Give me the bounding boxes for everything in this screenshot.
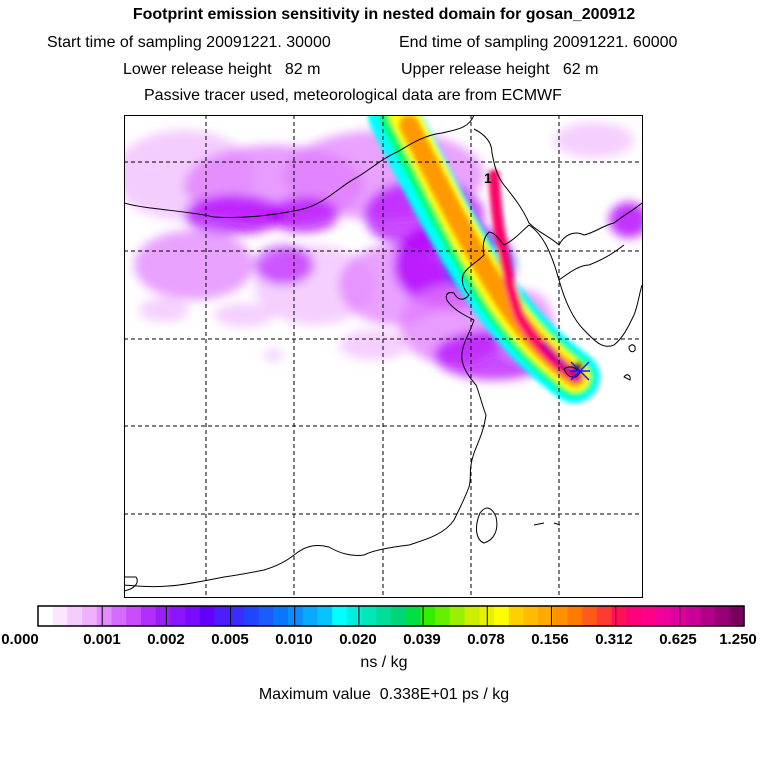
colorbar-segment xyxy=(538,606,554,626)
colorbar-segment xyxy=(346,606,363,626)
emission-plume xyxy=(368,115,600,403)
colorbar-segment xyxy=(96,606,113,626)
colorbar-tick-label: 0.078 xyxy=(467,631,505,648)
colorbar-segment xyxy=(361,606,377,626)
colorbar-segment xyxy=(273,606,289,626)
coastlines xyxy=(124,115,642,592)
colorbar-segment xyxy=(332,606,348,626)
colorbar-segment xyxy=(626,606,642,626)
colorbar-segment xyxy=(670,606,686,626)
colorbar-segment xyxy=(567,606,583,626)
colorbar-segment xyxy=(126,606,142,626)
colorbar-segment xyxy=(140,606,157,626)
colorbar-segment xyxy=(111,606,127,626)
colorbar-segment xyxy=(523,606,539,626)
colorbar-segment xyxy=(420,606,436,626)
colorbar-segment xyxy=(214,606,230,626)
colorbar-segment xyxy=(699,606,716,626)
colorbar-tick-label: 0.002 xyxy=(147,631,185,648)
colorbar-segment xyxy=(685,606,701,626)
map-border xyxy=(124,115,643,598)
colorbar: 0.000 0.001 0.002 0.005 0.010 0.020 0.03… xyxy=(1,605,757,648)
end-time-label: End time of sampling 20091221. 60000 xyxy=(399,34,678,51)
colorbar-segment xyxy=(449,606,466,626)
colorbar-tick-label: 0.001 xyxy=(83,631,121,648)
colorbar-segment xyxy=(317,606,333,626)
colorbar-tick-label: 0.156 xyxy=(531,631,569,648)
colorbar-segments xyxy=(38,606,745,626)
colorbar-segment xyxy=(155,606,171,626)
colorbar-segment xyxy=(611,606,627,626)
colorbar-segment xyxy=(376,606,392,626)
colorbar-segment xyxy=(38,606,54,626)
colorbar-segment xyxy=(391,606,407,626)
colorbar-tick-labels: 0.000 0.001 0.002 0.005 0.010 0.020 0.03… xyxy=(1,631,757,648)
colorbar-segment xyxy=(552,606,569,626)
colorbar-tick-label: 0.000 xyxy=(1,631,39,648)
receptor-marker xyxy=(570,361,590,381)
colorbar-segment xyxy=(464,606,480,626)
colorbar-tick-label: 0.312 xyxy=(595,631,633,648)
colorbar-segment xyxy=(582,606,598,626)
colorbar-border xyxy=(37,605,745,627)
colorbar-tick-label: 1.250 xyxy=(719,631,757,648)
colorbar-segment xyxy=(258,606,274,626)
colorbar-tick-label: 0.020 xyxy=(339,631,377,648)
map-gridlines xyxy=(124,115,642,597)
colorbar-units-label: ns / kg xyxy=(360,654,408,671)
colorbar-tick-label: 0.010 xyxy=(275,631,313,648)
plume-age-marker-label: 1 xyxy=(484,170,492,186)
colorbar-dividers xyxy=(101,606,681,626)
colorbar-segment xyxy=(405,606,422,626)
colorbar-segment xyxy=(243,606,260,626)
plot-title: Footprint emission sensitivity in nested… xyxy=(132,6,636,23)
colorbar-tick-label: 0.625 xyxy=(659,631,697,648)
colorbar-segment xyxy=(82,606,98,626)
colorbar-segment xyxy=(641,606,657,626)
upper-release-height-label: Upper release height 62 m xyxy=(401,61,599,78)
maximum-value-label: Maximum value 0.338E+01 ps / kg xyxy=(258,686,510,703)
colorbar-segment xyxy=(199,606,216,626)
colorbar-segment xyxy=(493,606,510,626)
lower-release-height-label: Lower release height 82 m xyxy=(123,61,321,78)
colorbar-segment xyxy=(170,606,186,626)
colorbar-segment xyxy=(288,606,304,626)
colorbar-segment xyxy=(655,606,672,626)
colorbar-segment xyxy=(714,606,730,626)
colorbar-segment xyxy=(435,606,451,626)
start-time-label: Start time of sampling 20091221. 30000 xyxy=(47,34,331,51)
colorbar-segment xyxy=(67,606,83,626)
colorbar-segment xyxy=(508,606,524,626)
colorbar-segment xyxy=(729,606,745,626)
colorbar-segment xyxy=(52,606,69,626)
colorbar-segment xyxy=(185,606,201,626)
colorbar-tick-label: 0.039 xyxy=(403,631,441,648)
tracer-info-label: Passive tracer used, meteorological data… xyxy=(144,87,562,104)
colorbar-segment xyxy=(229,606,245,626)
colorbar-segment xyxy=(596,606,613,626)
colorbar-tick-label: 0.005 xyxy=(211,631,249,648)
colorbar-segment xyxy=(302,606,319,626)
footprint-map: 1 xyxy=(124,115,643,598)
